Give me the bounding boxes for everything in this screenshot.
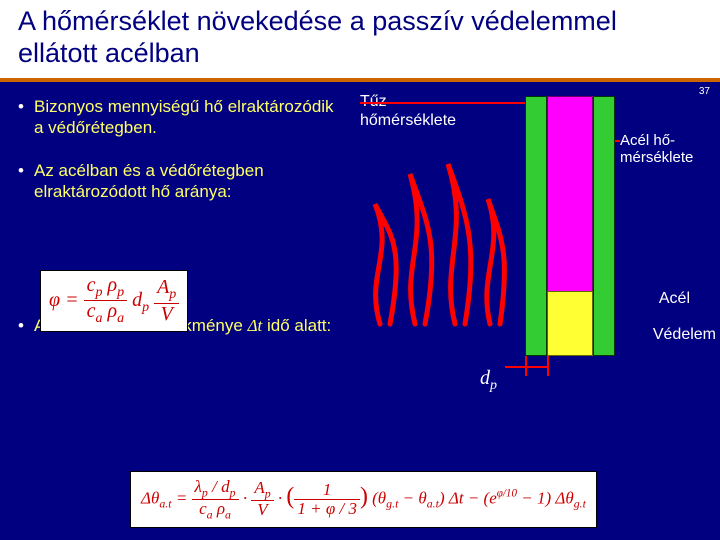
page-title: A hőmérséklet növekedése a passzív védel… <box>18 6 702 70</box>
bullet-1: Bizonyos mennyiségű hő elraktározódik a … <box>18 96 338 139</box>
formula-delta-theta: Δθa.t = λp / dpca ρa · ApV · (11 + φ / 3… <box>130 471 597 528</box>
steel-label: Acél <box>659 290 690 308</box>
title-band: A hőmérséklet növekedése a passzív védel… <box>0 0 720 78</box>
fire-temp-text: Tűz hőmérséklete <box>360 93 456 129</box>
frac-1: cp ρpca ρa <box>84 275 128 327</box>
dp-bar <box>525 366 549 368</box>
fire-temp-label: Tűz hőmérséklete <box>360 92 456 130</box>
frac2-num: Ap <box>154 277 179 304</box>
diagram: Tűz hőmérséklete Acél hő- mérséklete Acé… <box>350 92 710 412</box>
bullet-3-suffix: idő alatt: <box>262 316 331 335</box>
protection-right <box>593 96 615 356</box>
phi-symbol: φ <box>49 289 60 311</box>
frac1-den: ca ρa <box>84 301 128 327</box>
column-stack <box>525 96 615 356</box>
dp-term: dp <box>127 289 154 311</box>
eq-sign: = <box>60 289 84 311</box>
steel-section <box>547 291 593 356</box>
frac2-den: V <box>154 304 179 325</box>
bullet-2: Az acélban és a védőrétegben elraktározó… <box>18 160 338 203</box>
protection-left <box>525 96 547 356</box>
dp-label: dp <box>480 367 497 394</box>
steel-temp-label: Acél hő- mérséklete <box>620 132 710 166</box>
bullet-3-var: Δt <box>248 316 263 335</box>
protection-label: Védelem <box>653 326 716 344</box>
content-area: Bizonyos mennyiségű hő elraktározódik a … <box>0 82 720 540</box>
formula-phi: φ = cp ρpca ρa dp ApV <box>40 270 188 332</box>
frac1-num: cp ρp <box>84 275 128 302</box>
flames-icon <box>360 134 525 334</box>
frac-2: ApV <box>154 277 179 325</box>
dp-bar-lead <box>505 366 525 368</box>
